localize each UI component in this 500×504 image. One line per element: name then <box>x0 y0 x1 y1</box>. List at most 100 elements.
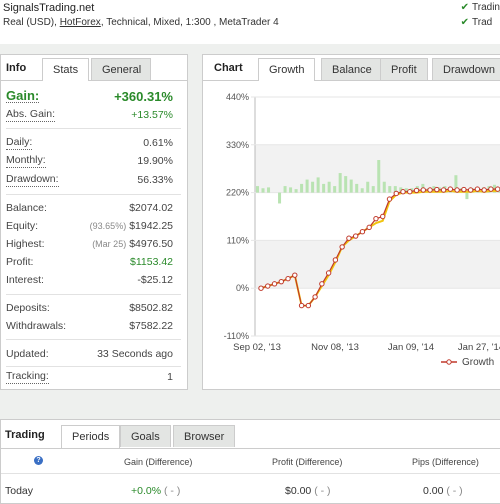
row-pips: 0.00 ( - ) <box>423 485 463 497</box>
col-gain: Gain (Difference) <box>124 457 193 467</box>
trading-panel: Trading Periods Goals Browser ? Gain (Di… <box>0 419 500 504</box>
data-point <box>393 190 399 197</box>
data-point <box>305 302 312 309</box>
legend-marker <box>446 359 452 365</box>
tab-drawdown[interactable]: Drawdown <box>432 58 500 80</box>
y-tick-label: 330% <box>226 140 249 150</box>
bar <box>322 183 326 193</box>
divider <box>1 473 500 474</box>
balance-row: Balance: $2074.02 <box>6 201 173 216</box>
x-tick-label: Nov 08, '13 <box>311 342 359 353</box>
bar <box>399 187 403 193</box>
tab-growth[interactable]: Growth <box>258 58 316 81</box>
data-point <box>488 186 494 192</box>
equity-label: Equity: <box>6 220 39 232</box>
daily-value: 0.61% <box>143 137 173 149</box>
data-point <box>481 187 487 193</box>
interest-row: Interest: -$25.12 <box>6 273 173 288</box>
data-point <box>474 186 481 192</box>
tracking-value: 1 <box>167 371 173 383</box>
data-point <box>440 187 447 193</box>
highest-row: Highest: (Mar 25) $4976.50 <box>6 237 173 252</box>
daily-row: Daily: 0.61% <box>6 136 173 151</box>
abs-gain-row: Abs. Gain: +13.57% <box>6 108 173 123</box>
trading-title: Trading <box>5 429 45 441</box>
row-pips-diff: ( - ) <box>446 485 463 497</box>
data-point <box>427 187 433 193</box>
bar <box>360 188 364 193</box>
tab-balance[interactable]: Balance <box>321 58 383 80</box>
equity-row: Equity: (93.65%) $1942.25 <box>6 219 173 234</box>
help-icon[interactable]: ? <box>34 456 43 465</box>
profit-value: $1153.42 <box>129 256 173 268</box>
updated-value: 33 Seconds ago <box>97 348 173 360</box>
broker-link[interactable]: HotForex <box>59 17 101 28</box>
divider <box>6 128 181 129</box>
divider <box>6 339 181 340</box>
bar <box>311 181 315 193</box>
bar <box>283 186 287 193</box>
col-profit: Profit (Difference) <box>272 457 343 467</box>
x-tick-label: Jan 27, '14 <box>458 342 500 353</box>
check-item: ✔ Trad <box>460 17 493 28</box>
verification-checks: ✔ Tradin ✔ Trad <box>461 0 500 30</box>
data-point <box>352 233 359 239</box>
row-gain-value: +0.0% <box>131 485 162 497</box>
bar <box>344 176 348 193</box>
data-point <box>467 187 474 193</box>
y-tick-label: -110% <box>224 331 249 341</box>
bar <box>371 186 375 193</box>
data-point <box>454 187 460 193</box>
bar <box>388 186 392 193</box>
tracking-link[interactable]: Tracking: <box>6 370 49 384</box>
bar <box>349 179 353 193</box>
divider <box>6 194 181 195</box>
tab-general[interactable]: General <box>91 58 151 80</box>
account-header: SignalsTrading.net Real (USD), HotForex,… <box>0 0 500 44</box>
data-point <box>434 186 440 193</box>
info-tabbar: Info Stats General <box>1 55 187 81</box>
abs-gain-label: Abs. Gain: <box>6 108 56 122</box>
tab-periods[interactable]: Periods <box>61 425 121 448</box>
bar <box>393 186 397 193</box>
data-point <box>359 229 366 235</box>
highest-label: Highest: <box>6 238 45 250</box>
tab-profit[interactable]: Profit <box>380 58 428 80</box>
highest-value: $4976.50 <box>129 238 173 250</box>
tab-goals[interactable]: Goals <box>120 425 171 447</box>
y-tick-label: 110% <box>227 235 249 245</box>
bar <box>382 181 386 193</box>
data-point <box>312 294 318 300</box>
bar <box>261 188 265 193</box>
updated-row: Updated: 33 Seconds ago <box>6 347 173 362</box>
data-point <box>380 213 386 220</box>
data-point <box>447 186 454 192</box>
data-point <box>298 302 305 309</box>
tab-stats[interactable]: Stats <box>42 58 90 81</box>
data-point <box>271 281 278 287</box>
info-panel: Info Stats General Gain: +360.31% Abs. G… <box>0 54 188 390</box>
data-point <box>420 187 426 193</box>
data-point <box>346 235 352 241</box>
bar <box>454 175 458 193</box>
data-point <box>319 281 325 287</box>
row-gain-diff: ( - ) <box>164 485 181 497</box>
bar <box>289 187 293 193</box>
data-point <box>407 189 413 195</box>
chart-title: Chart <box>214 62 243 74</box>
growth-chart[interactable]: 440% 330% 220% 110% 0% -110%Sep 02, '13 Nov 08… <box>203 81 500 387</box>
divider <box>6 366 181 367</box>
drawdown-label: Drawdown: <box>6 173 59 187</box>
bar <box>300 183 304 193</box>
data-point <box>258 285 264 291</box>
chart-panel: Chart Growth Balance Profit Drawdown 440… <box>202 54 500 390</box>
account-prefix: Real (USD), <box>3 17 60 28</box>
gain-value: +360.31% <box>114 89 173 104</box>
data-point <box>285 275 291 282</box>
gain-row: Gain: +360.31% <box>6 89 173 104</box>
monthly-label: Monthly: <box>6 154 46 168</box>
row-profit-diff: ( - ) <box>314 485 331 497</box>
row-pips-value: 0.00 <box>423 485 444 497</box>
tab-browser[interactable]: Browser <box>173 425 236 447</box>
data-point <box>494 186 500 192</box>
